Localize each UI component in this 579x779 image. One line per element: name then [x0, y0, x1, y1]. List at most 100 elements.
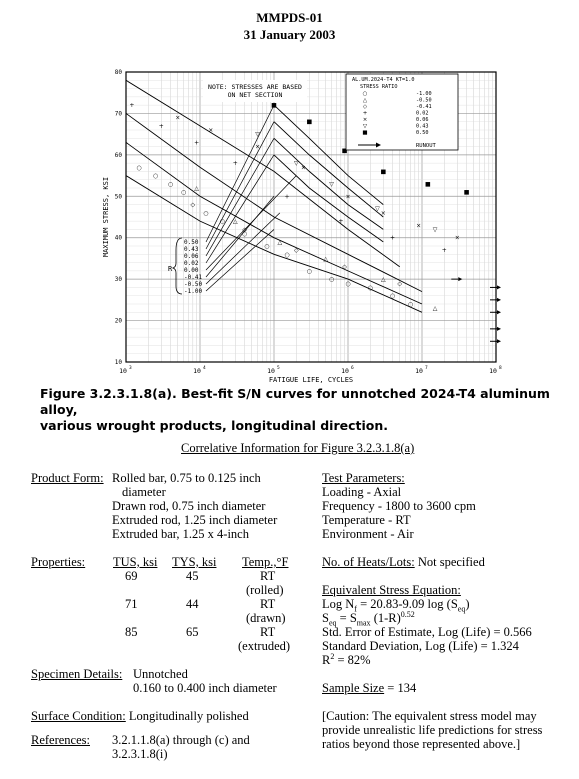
legend-symbol: ■ [362, 130, 367, 136]
data-point: × [255, 144, 260, 151]
data-point: ○ [220, 218, 225, 225]
caution-line-1: [Caution: The equivalent stress model ma… [322, 709, 537, 723]
temp-row-3-form: (extruded) [238, 639, 291, 653]
figure-caption: Figure 3.2.3.1.8(a). Best-fit S/N curves… [40, 386, 560, 434]
r-leader-line [205, 104, 275, 243]
data-point: ○ [203, 210, 208, 217]
chart-curves [125, 79, 423, 313]
caption-line-1: Figure 3.2.3.1.8(a). Best-fit S/N curves… [40, 386, 550, 417]
legend-title: AL.UM.2024-T4 KT=1.0 [352, 77, 414, 83]
r-squared: R2 = 82% [322, 651, 371, 667]
r-value-label: 0.43 [184, 246, 199, 253]
runout-arrowhead [497, 310, 501, 315]
data-point: ◇ [294, 247, 299, 254]
data-point: ○ [368, 284, 373, 291]
sn-curve [125, 142, 423, 305]
tus-header: TUS, ksi [113, 555, 158, 569]
data-point: + [159, 123, 164, 130]
data-point: △ [381, 276, 386, 283]
data-point: × [455, 235, 460, 242]
specimen-label: Specimen Details: [31, 667, 123, 681]
data-point: + [390, 235, 395, 242]
data-point: ○ [242, 231, 247, 238]
caption-line-2: various wrought products, longitudinal d… [40, 418, 389, 433]
x-tick-exponent: 8 [499, 365, 502, 371]
data-point: ○ [345, 280, 350, 287]
legend-entry-label: 0.43 [416, 124, 429, 130]
data-point: × [416, 222, 421, 229]
data-point: ■ [464, 189, 470, 196]
data-point: + [233, 160, 238, 167]
legend-symbol: × [363, 117, 368, 123]
temp-row-3: RT [260, 625, 276, 639]
legend-runout-label: RUNOUT [416, 143, 437, 149]
data-point: × [381, 210, 386, 217]
tys-row-1: 45 [186, 569, 199, 583]
r-label: R [168, 265, 173, 273]
product-form-line-1: Rolled bar, 0.75 to 0.125 inch [112, 471, 261, 485]
y-tick-labels: 10 20 30 40 50 60 70 80 [115, 69, 123, 366]
stress-ratio-labels: R 0.500.430.060.020.00-0.41-0.50-1.00 [168, 237, 202, 295]
r-value-label: 0.06 [184, 253, 199, 260]
y-tick-label: 30 [115, 276, 123, 283]
std-deviation: Standard Deviation, Log (Life) = 1.324 [322, 639, 519, 653]
r-value-label: -0.50 [184, 281, 202, 288]
data-point: ◇ [242, 226, 247, 233]
data-point: × [301, 164, 306, 171]
y-axis-label: MAXIMUM STRESS, KSI [102, 177, 110, 257]
data-point: △ [194, 185, 199, 192]
y-tick-label: 60 [115, 152, 123, 159]
note-line-2: ON NET SECTION [228, 91, 283, 99]
sn-curve [125, 79, 400, 268]
document-date: 31 January 2003 [243, 27, 336, 42]
data-point: ○ [181, 189, 186, 196]
r-leader-line [205, 121, 275, 250]
document-code: MMPDS-01 [256, 10, 323, 25]
chart-points: ○○○○○○○○○○○○○○○△△△△△△◇◇◇◇◇++++++++××××××… [129, 102, 469, 312]
data-point: ○ [153, 173, 158, 180]
caution-line-2: provide unrealistic life predictions for… [322, 723, 543, 737]
data-point: × [175, 115, 180, 122]
temp-header: Temp.,°F [242, 555, 289, 569]
caution-line-3: ratios beyond those represented above.] [322, 737, 521, 751]
sample-size: Sample Size = 134 [322, 681, 416, 695]
references-label: References: [31, 733, 90, 747]
data-point: ○ [264, 243, 269, 250]
equation-seq: Seq = Smax (1-R)0.52 [322, 609, 415, 628]
references-line-1: 3.2.1.1.8(a) through (c) and [112, 733, 250, 747]
r-leader-line [205, 196, 275, 278]
tus-row-3: 85 [125, 625, 138, 639]
runout-arrowhead [497, 285, 501, 290]
runout-arrowhead [458, 277, 463, 282]
r-brace-icon [171, 237, 183, 295]
x-tick-labels: 10 3 10 4 10 5 10 6 10 7 10 8 [119, 365, 502, 375]
temp-row-1: RT [260, 569, 276, 583]
data-point: × [208, 127, 213, 134]
stress-ratio-leader-lines [205, 104, 297, 292]
y-tick-label: 40 [115, 235, 123, 242]
data-point: ◇ [191, 202, 196, 209]
product-form-line-2: diameter [122, 485, 166, 499]
sn-curve [273, 154, 384, 243]
note-line-1: NOTE: STRESSES ARE BASED [208, 83, 302, 91]
data-point: + [129, 102, 134, 109]
tus-row-2: 71 [125, 597, 138, 611]
equivalent-stress-label: Equivalent Stress Equation: [322, 583, 461, 597]
data-point: △ [433, 305, 438, 312]
data-point: ▽ [329, 181, 334, 188]
sn-curve [273, 121, 384, 218]
legend-entry-label: 0.50 [416, 130, 429, 136]
data-point: ■ [380, 168, 386, 175]
r-leader-line [205, 138, 275, 257]
legend-entry-label: -1.00 [416, 91, 432, 97]
runout-arrowhead-icon [376, 142, 381, 148]
data-point: ■ [306, 119, 312, 126]
x-tick-label: 10 [415, 367, 423, 375]
x-tick-exponent: 7 [425, 365, 428, 371]
product-form-line-5: Extruded bar, 1.25 x 4-inch [112, 527, 249, 541]
test-param-frequency: Frequency - 1800 to 3600 cpm [322, 499, 476, 513]
data-point: ◇ [342, 264, 347, 271]
legend-entry-label: -0.50 [416, 98, 432, 104]
equation-log-life: Log Nf = 20.83-9.09 log (Seq) [322, 597, 470, 614]
sn-curve [273, 137, 384, 230]
